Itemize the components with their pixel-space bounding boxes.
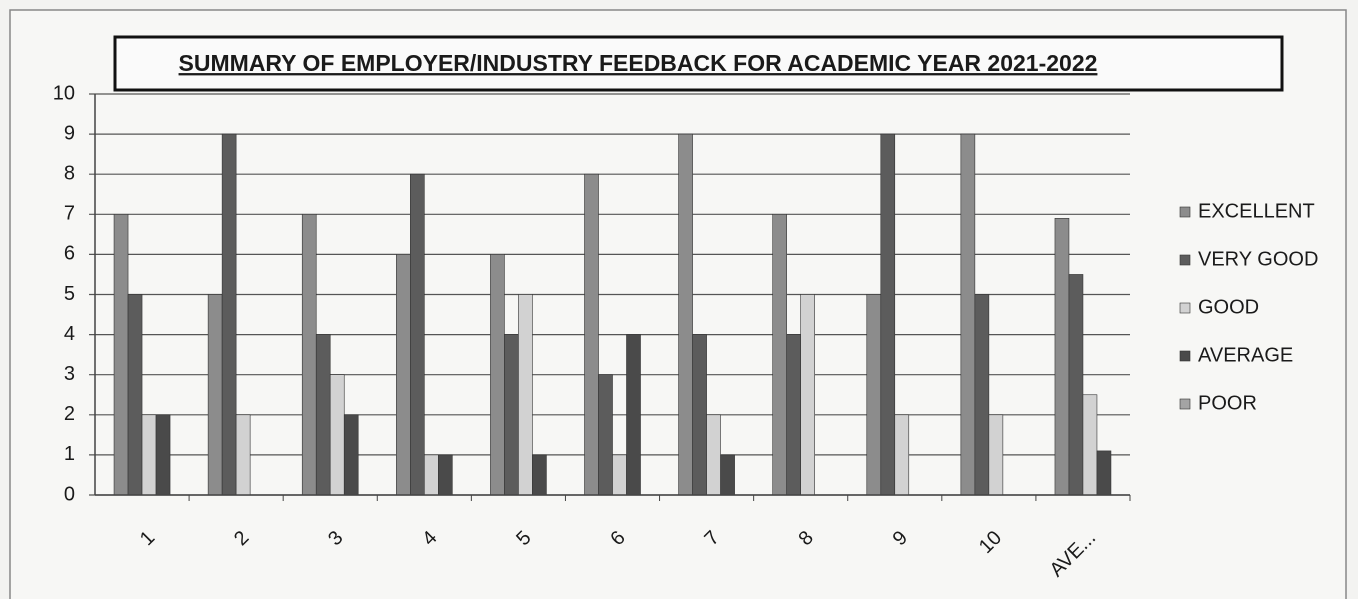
legend-swatch — [1179, 398, 1191, 410]
y-tick-label: 3 — [64, 363, 75, 385]
bar — [988, 414, 1004, 496]
bar — [626, 334, 641, 496]
legend-label: VERY GOOD — [1198, 248, 1318, 270]
y-tick-label: 4 — [64, 323, 75, 345]
bar — [424, 454, 439, 496]
bar — [974, 294, 990, 496]
bar — [141, 414, 157, 496]
bar — [127, 294, 143, 496]
legend-swatch — [1179, 254, 1191, 266]
bar — [880, 133, 896, 496]
bar — [1096, 450, 1112, 496]
bar — [396, 254, 411, 496]
bar — [410, 173, 425, 496]
bar — [1054, 218, 1070, 496]
bar — [504, 334, 519, 496]
legend-swatch — [1179, 350, 1191, 362]
bar — [584, 173, 599, 496]
legend-label: POOR — [1198, 392, 1257, 414]
bar — [1068, 274, 1084, 496]
bar — [155, 414, 171, 496]
legend-label: EXCELLENT — [1198, 200, 1315, 222]
title-box — [113, 35, 1284, 92]
bar — [720, 454, 735, 496]
y-tick-label: 7 — [64, 203, 75, 225]
legend-label: AVERAGE — [1198, 344, 1293, 366]
bar — [692, 334, 707, 496]
bar — [800, 294, 815, 496]
y-tick-label: 10 — [53, 82, 75, 104]
legend-swatch — [1179, 302, 1191, 314]
legend-swatch — [1179, 206, 1191, 218]
legend-label: GOOD — [1198, 296, 1259, 318]
bar — [113, 214, 129, 496]
bar — [490, 254, 505, 496]
y-tick-label: 5 — [64, 283, 75, 305]
bar — [786, 334, 801, 496]
bar — [532, 454, 547, 496]
chart-title: SUMMARY OF EMPLOYER/INDUSTRY FEEDBACK FO… — [179, 50, 1098, 76]
bar — [518, 294, 533, 496]
y-tick-label: 0 — [64, 483, 75, 505]
bar — [329, 374, 345, 496]
y-tick-label: 8 — [64, 162, 75, 184]
bar — [598, 374, 613, 496]
bar — [612, 454, 627, 496]
bar — [438, 454, 453, 496]
bar — [706, 414, 721, 496]
bar — [894, 414, 910, 496]
bar — [866, 294, 882, 496]
y-tick-label: 2 — [64, 403, 75, 425]
bar — [301, 214, 317, 496]
bar — [1082, 394, 1098, 496]
y-tick-label: 1 — [64, 443, 75, 465]
bar — [315, 334, 331, 496]
bar — [960, 133, 976, 496]
y-tick-label: 6 — [64, 243, 75, 265]
bar — [221, 133, 237, 496]
bar — [235, 414, 251, 496]
y-tick-label: 9 — [64, 122, 75, 144]
bar — [678, 133, 693, 496]
bar — [207, 294, 223, 496]
bar — [343, 414, 359, 496]
bar — [772, 214, 787, 496]
